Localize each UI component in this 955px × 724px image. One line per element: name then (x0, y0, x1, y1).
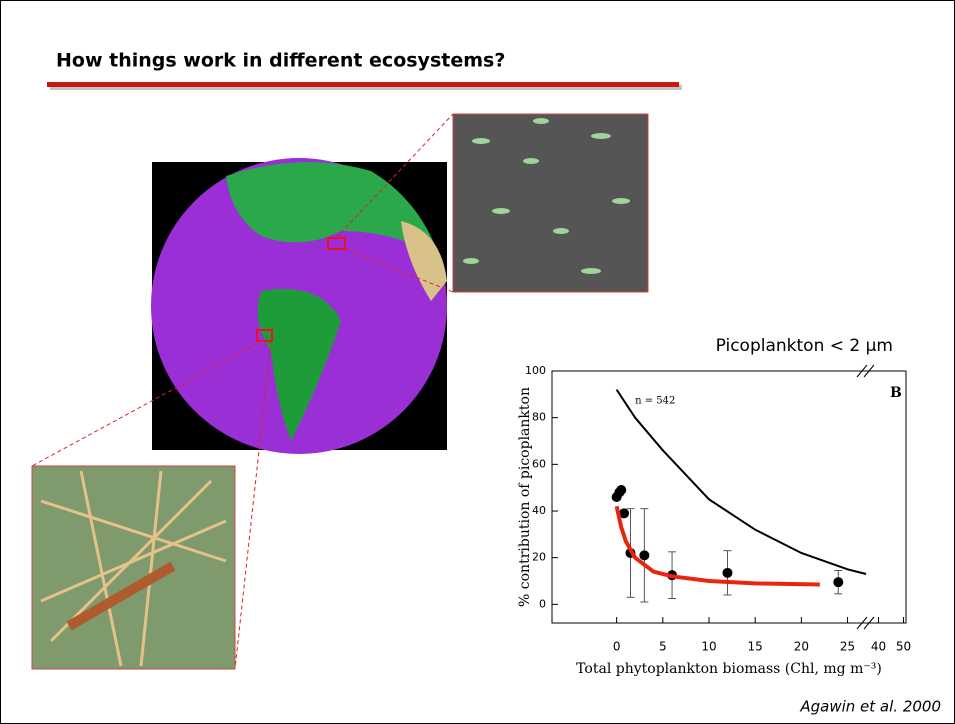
x-tick-label: 50 (896, 640, 911, 654)
y-tick-label: 20 (532, 551, 546, 564)
x-tick-label: 15 (748, 640, 763, 654)
annotation: n = 542 (635, 396, 675, 407)
y-tick-label: 60 (532, 457, 546, 470)
data-point (722, 568, 732, 578)
x-tick-label: 20 (794, 640, 809, 654)
curve (617, 390, 866, 574)
y-tick-label: 40 (532, 504, 546, 517)
data-point (833, 577, 843, 587)
y-tick-label: 0 (539, 597, 546, 610)
curve (617, 506, 820, 584)
x-tick-label: 10 (701, 640, 716, 654)
x-tick-label: 5 (659, 640, 667, 654)
slide-title: How things work in different ecosystems? (56, 50, 505, 72)
y-axis-label: % contribution of picoplankton (517, 387, 533, 607)
title-underline (47, 82, 679, 87)
plot-frame (552, 371, 906, 623)
data-point (639, 550, 649, 560)
citation: Agawin et al. 2000 (799, 698, 941, 716)
x-tick-label: 40 (871, 640, 886, 654)
x-axis-label: Total phytoplankton biomass (Chl, mg m⁻³… (576, 661, 882, 677)
diatom-micrograph (32, 466, 235, 669)
data-point (616, 485, 626, 495)
image-caption: Picoplankton < 2 μm (716, 336, 893, 356)
y-tick-label: 80 (532, 411, 546, 424)
panel-label: B (890, 385, 902, 401)
x-tick-label: 0 (613, 640, 621, 654)
slide-canvas: How things work in different ecosystems?… (1, 1, 954, 723)
slide: How things work in different ecosystems?… (0, 0, 955, 724)
y-tick-label: 100 (525, 364, 546, 377)
x-tick-label: 25 (840, 640, 855, 654)
